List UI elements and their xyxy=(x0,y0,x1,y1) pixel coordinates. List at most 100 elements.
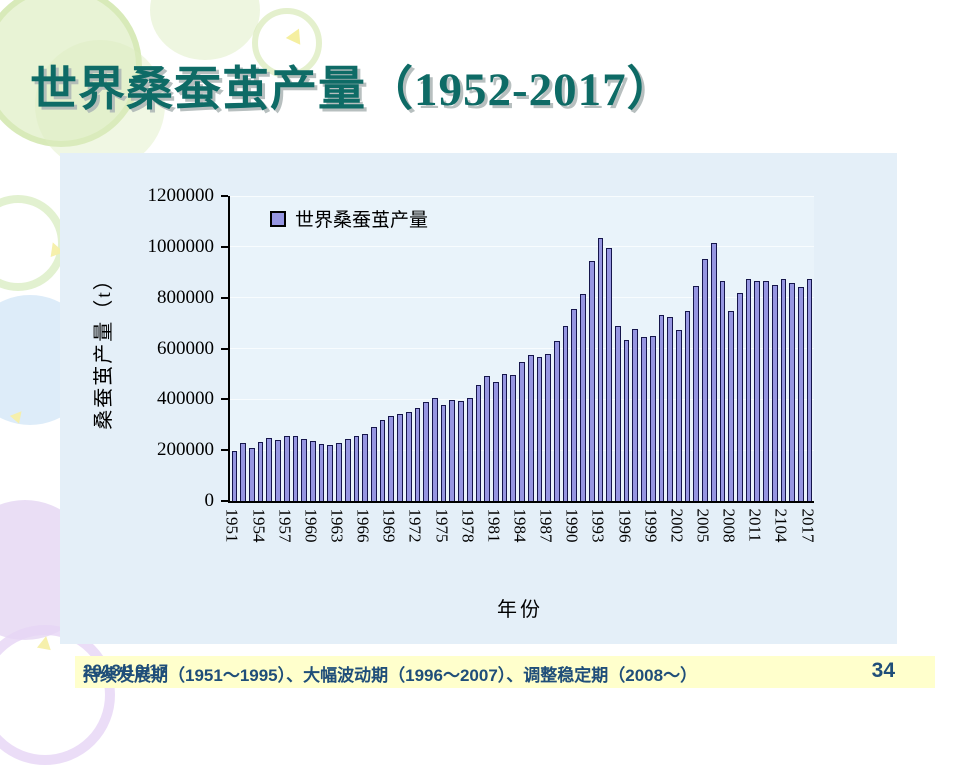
x-axis-tick-label: 1999 xyxy=(641,508,661,543)
x-axis-tick-label: 1957 xyxy=(275,508,295,543)
bar-1955 xyxy=(266,438,273,501)
bar-1967 xyxy=(370,427,377,501)
bar-1996 xyxy=(623,340,630,501)
x-axis-tick-label: 1966 xyxy=(353,508,373,543)
gridline xyxy=(230,348,814,349)
bar-1979 xyxy=(475,385,482,501)
bar-1988 xyxy=(554,341,560,501)
y-axis-tick xyxy=(221,500,228,502)
bar-1959 xyxy=(301,439,307,501)
bar-2004 xyxy=(693,286,700,501)
footer-bar: 2013/10/17 持续发展期（1951～1995）、大幅波动期（1996～2… xyxy=(75,656,935,688)
bar-1968 xyxy=(379,420,386,501)
x-axis-tick-label: 2104 xyxy=(771,508,791,543)
bar-2000 xyxy=(658,315,665,501)
deco-green-circle-top-left xyxy=(0,0,142,147)
bar-1992 xyxy=(588,261,595,501)
bar-2002 xyxy=(676,330,682,501)
bar-1991 xyxy=(580,294,586,501)
bar-1999 xyxy=(649,336,656,501)
deco-green-ring-top xyxy=(252,8,322,78)
bar-1993 xyxy=(597,238,604,501)
bar-1997 xyxy=(632,329,639,501)
bar-1985 xyxy=(527,355,534,501)
footer-date: 2013/10/17 xyxy=(83,661,169,680)
x-axis-tick-label: 1960 xyxy=(301,508,321,543)
bar-1958 xyxy=(292,436,299,501)
legend-label: 世界桑蚕茧产量 xyxy=(295,210,429,231)
gridline xyxy=(230,246,814,248)
bar-1973 xyxy=(423,402,429,501)
y-axis-tick xyxy=(221,449,228,452)
plot-area xyxy=(221,195,814,503)
x-axis-title: 年份 xyxy=(497,599,543,621)
bar-1966 xyxy=(362,434,368,501)
bar-1986 xyxy=(536,357,543,501)
bar-2011 xyxy=(754,281,761,501)
page-number: 34 xyxy=(871,659,895,682)
x-axis-tick-label: 1984 xyxy=(510,508,530,543)
chart-panel: 桑蚕茧产量（t） 0 200000 400000 600000 800000 100000… xyxy=(60,153,897,644)
bar-1977 xyxy=(458,401,464,501)
y-axis-tick-label: 0 xyxy=(204,490,215,511)
bar-1974 xyxy=(431,398,438,501)
x-axis-tick-label: 1978 xyxy=(458,508,478,543)
bar-2008 xyxy=(728,311,735,501)
bar-2016 xyxy=(798,287,804,501)
bar-1998 xyxy=(641,337,647,501)
y-axis-tick-label: 400000 xyxy=(157,388,214,410)
bar-1963 xyxy=(336,443,342,501)
bar-2012 xyxy=(763,281,769,501)
bar-1972 xyxy=(414,408,421,501)
gridline xyxy=(230,297,814,299)
slide-title: 世界桑蚕茧产量（1952-2017） xyxy=(30,64,675,116)
bar-1960 xyxy=(309,441,316,501)
bar-1965 xyxy=(353,436,360,501)
x-axis-tick-label: 1975 xyxy=(432,508,452,543)
y-axis-tick xyxy=(221,245,228,248)
bar-1990 xyxy=(571,309,578,501)
deco-green-circle-top-left-2 xyxy=(35,40,165,170)
x-axis-tick-label: 2005 xyxy=(693,508,713,543)
x-axis-tick-label: 1996 xyxy=(615,508,635,543)
footer-phases-text: 持续发展期（1951～1995）、大幅波动期（1996～2007）、调整稳定期（… xyxy=(83,666,698,685)
bar-1954 xyxy=(257,442,264,501)
bar-1956 xyxy=(275,440,281,501)
bar-1983 xyxy=(510,375,517,501)
bar-1982 xyxy=(501,374,508,501)
x-axis-tick-label: 1990 xyxy=(562,508,582,543)
x-axis-tick-label: 2011 xyxy=(745,508,765,542)
bar-1964 xyxy=(344,439,351,501)
y-axis-tick-label: 800000 xyxy=(157,286,214,308)
x-axis-tick-label: 1963 xyxy=(327,508,347,543)
x-axis-tick-label: 1993 xyxy=(588,508,608,543)
bar-2014 xyxy=(780,279,787,501)
bar-1962 xyxy=(327,445,334,501)
bar-1989 xyxy=(562,326,569,501)
x-axis-tick-label: 1981 xyxy=(484,508,504,543)
y-axis-tick xyxy=(221,347,228,350)
bar-1951 xyxy=(231,451,238,501)
bar-1969 xyxy=(388,416,395,501)
y-axis-tick-label: 1000000 xyxy=(147,235,215,257)
gridline xyxy=(230,195,814,197)
bar-1976 xyxy=(449,400,456,501)
bar-1975 xyxy=(440,405,447,501)
bar-2013 xyxy=(771,285,778,501)
bar-1980 xyxy=(484,376,490,501)
bar-2015 xyxy=(789,283,796,501)
bar-1961 xyxy=(318,444,325,501)
bar-1981 xyxy=(492,382,499,501)
bar-2005 xyxy=(702,259,708,501)
bar-2009 xyxy=(737,293,743,501)
bar-1984 xyxy=(519,362,525,501)
y-axis-tick xyxy=(221,398,228,401)
y-axis-tick xyxy=(221,296,228,299)
bar-2017 xyxy=(806,279,813,501)
y-axis-tick xyxy=(221,195,228,197)
x-axis-tick-label: 1987 xyxy=(536,508,556,543)
x-axis-tick-label: 1951 xyxy=(222,508,242,543)
bar-1952 xyxy=(240,443,246,501)
x-axis-tick-label: 1969 xyxy=(379,508,399,543)
x-axis-tick-label: 2002 xyxy=(667,508,687,543)
